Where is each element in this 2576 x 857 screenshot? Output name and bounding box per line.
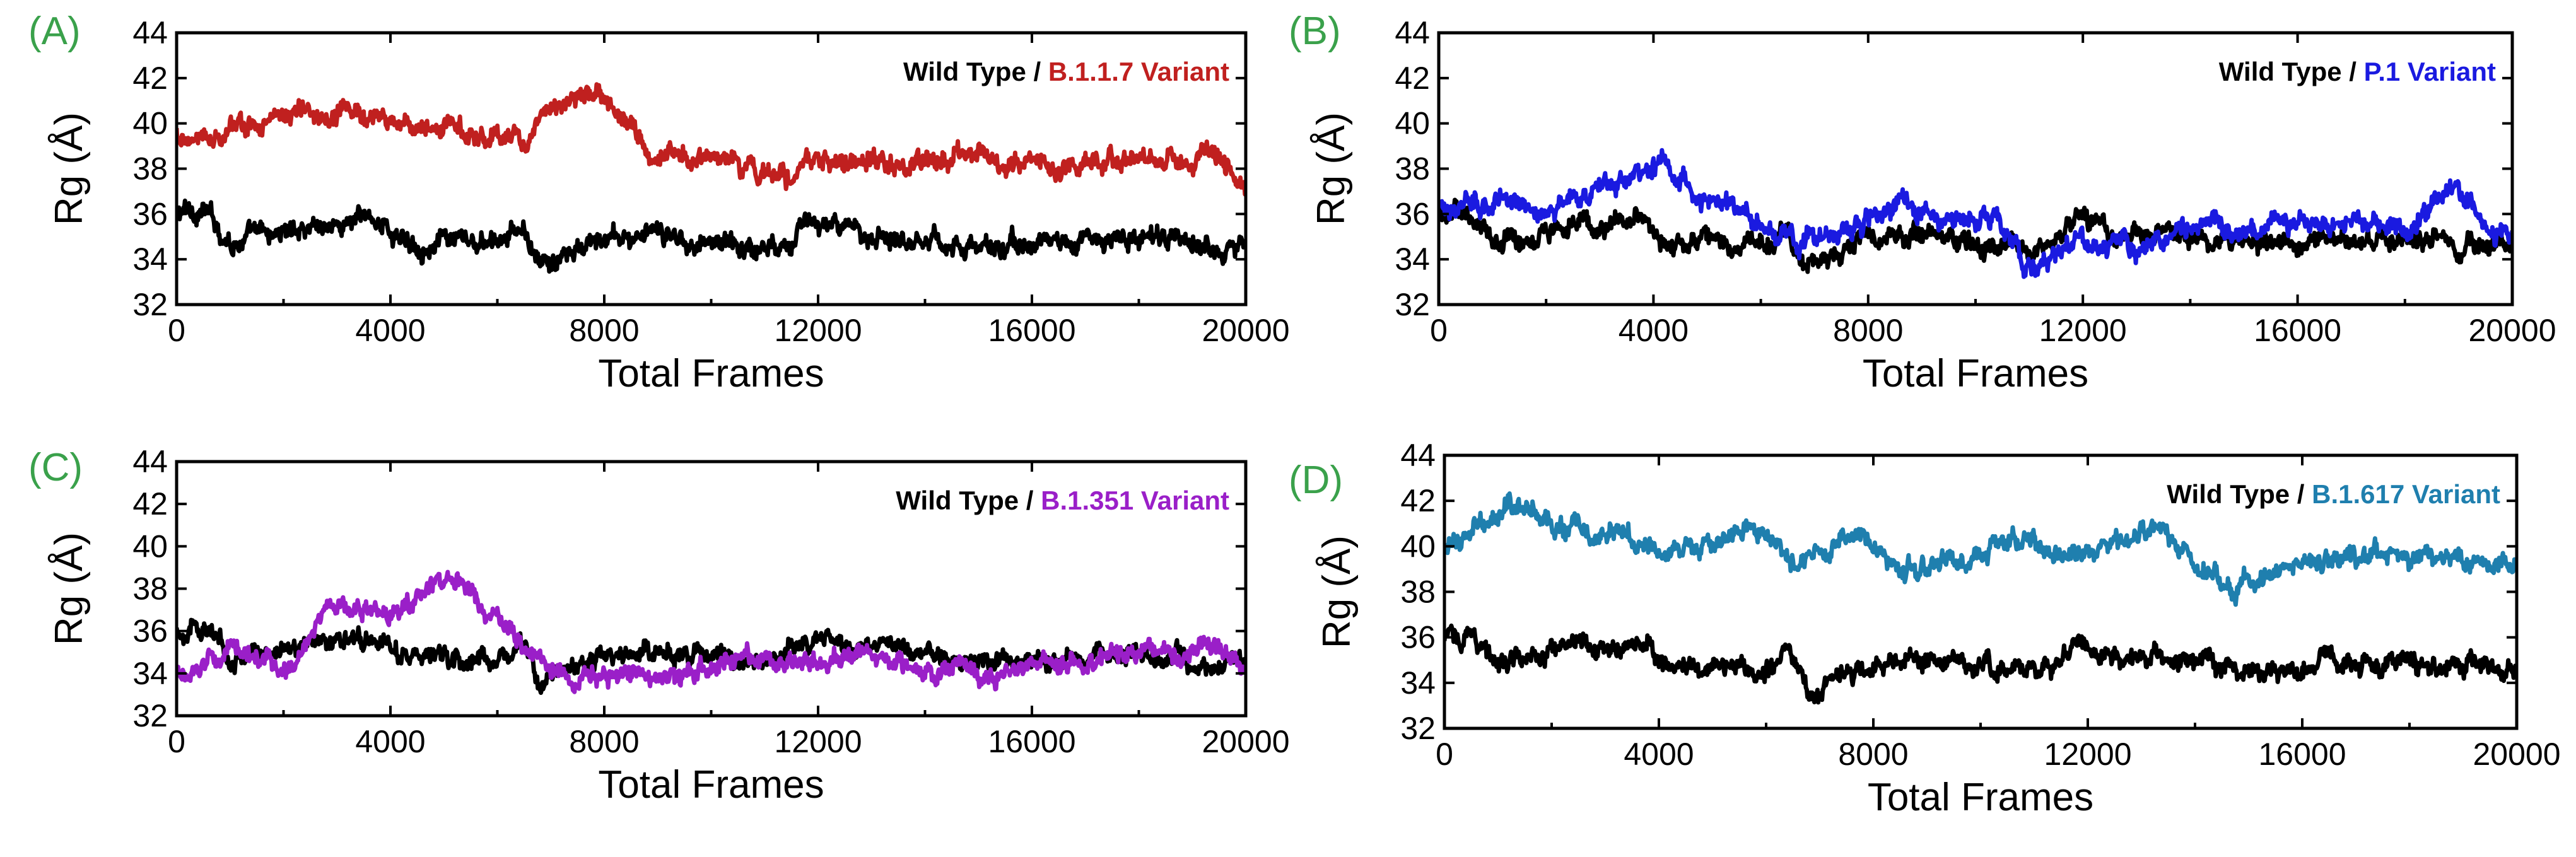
x-tick-label: 4000 [1619,313,1689,348]
y-axis-title: Rg (Å) [47,532,91,645]
x-tick-label: 16000 [988,313,1075,348]
series-line-wild-type [177,617,1246,695]
y-tick-label: 32 [132,698,168,733]
legend-wild-type: Wild Type [896,486,1019,515]
x-tick-label: 20000 [2473,737,2560,772]
x-tick-label: 0 [168,724,185,759]
y-tick-label: 36 [1400,620,1436,655]
x-tick-label: 4000 [355,313,425,348]
y-axis-title: Rg (Å) [1315,535,1359,648]
x-tick-label: 16000 [2258,737,2346,772]
y-tick-label: 42 [132,61,168,96]
legend-wild-type: Wild Type [2219,57,2342,86]
series-line-variant [1444,491,2517,607]
x-tick-label: 12000 [774,724,862,759]
y-tick-label: 34 [132,242,168,277]
y-tick-label: 34 [1395,242,1430,277]
x-tick-label: 0 [1436,737,1453,772]
y-tick-label: 36 [132,614,168,649]
y-tick-label: 40 [1400,528,1436,564]
x-tick-label: 20000 [2468,313,2556,348]
y-tick-label: 42 [132,486,168,522]
series-line-wild-type [177,198,1246,274]
x-tick-label: 8000 [569,724,639,759]
y-tick-label: 44 [132,15,168,50]
y-tick-label: 34 [1400,665,1436,701]
panel-letter: (C) [28,446,83,489]
legend: Wild Type / P.1 Variant [2219,57,2496,86]
y-axis-title: Rg (Å) [47,112,91,225]
panel-letter: (B) [1289,9,1341,53]
y-tick-label: 32 [1395,287,1430,322]
y-tick-label: 44 [1395,15,1430,50]
y-tick-label: 32 [1400,711,1436,746]
x-tick-label: 16000 [988,724,1075,759]
y-tick-label: 38 [1400,574,1436,610]
y-tick-label: 40 [1395,106,1430,141]
x-tick-label: 20000 [1202,724,1289,759]
legend-separator: / [1026,57,1048,86]
panel-c: 0 4000 8000 12000 16000 20000 32 34 36 38 40 42 44 To… [28,444,1290,807]
legend: Wild Type / B.1.351 Variant [896,486,1229,515]
panel-b: 0 4000 8000 12000 16000 20000 32 34 36 38 40 42 44 To… [1289,9,2556,395]
x-tick-label: 0 [1430,313,1448,348]
x-tick-label: 4000 [355,724,425,759]
legend-variant: B.1.351 Variant [1041,486,1229,515]
x-tick-label: 0 [168,313,185,348]
series-line-variant [1439,148,2512,279]
y-axis-title: Rg (Å) [1309,112,1353,225]
legend: Wild Type / B.1.617 Variant [2167,479,2500,509]
x-tick-label: 8000 [1833,313,1903,348]
series-line-wild-type [1444,623,2517,705]
series-line-variant [177,82,1246,197]
series-line-wild-type [1439,197,2512,274]
panel-letter: (D) [1289,458,1343,502]
y-tick-label: 36 [1395,196,1430,231]
x-tick-label: 12000 [774,313,862,348]
legend-separator: / [2290,479,2312,509]
series-line-variant [177,569,1246,694]
panel-a: 0 4000 8000 12000 16000 20000 32 34 36 38 40 42 44 To… [28,9,1290,395]
y-tick-label: 38 [1395,151,1430,187]
legend-wild-type: Wild Type [903,57,1026,86]
legend-wild-type: Wild Type [2167,479,2290,509]
x-tick-label: 12000 [2044,737,2131,772]
y-tick-label: 40 [132,528,168,564]
x-tick-label: 12000 [2039,313,2127,348]
legend-variant: P.1 Variant [2364,57,2496,86]
legend-variant: B.1.1.7 Variant [1048,57,1229,86]
legend-separator: / [1019,486,1041,515]
x-axis-title: Total Frames [1863,352,2088,395]
legend-variant: B.1.617 Variant [2312,479,2500,509]
x-tick-label: 8000 [1838,737,1908,772]
x-axis-title: Total Frames [598,352,824,395]
x-tick-label: 20000 [1202,313,1289,348]
y-tick-label: 32 [132,287,168,322]
y-tick-label: 38 [132,571,168,607]
legend-separator: / [2342,57,2364,86]
x-axis-title: Total Frames [1868,776,2093,819]
y-tick-label: 40 [132,106,168,141]
y-tick-label: 38 [132,151,168,187]
panel-letter: (A) [28,9,81,53]
x-tick-label: 4000 [1624,737,1694,772]
y-tick-label: 36 [132,196,168,231]
x-tick-label: 8000 [569,313,639,348]
y-tick-label: 34 [132,656,168,691]
y-tick-label: 44 [132,444,168,479]
y-tick-label: 42 [1395,61,1430,96]
panel-d: 0 4000 8000 12000 16000 20000 32 34 36 38 40 42 44 To… [1289,438,2561,819]
legend: Wild Type / B.1.1.7 Variant [903,57,1229,86]
y-tick-label: 44 [1400,438,1436,473]
x-tick-label: 16000 [2254,313,2341,348]
x-axis-title: Total Frames [598,763,824,807]
y-tick-label: 42 [1400,483,1436,518]
